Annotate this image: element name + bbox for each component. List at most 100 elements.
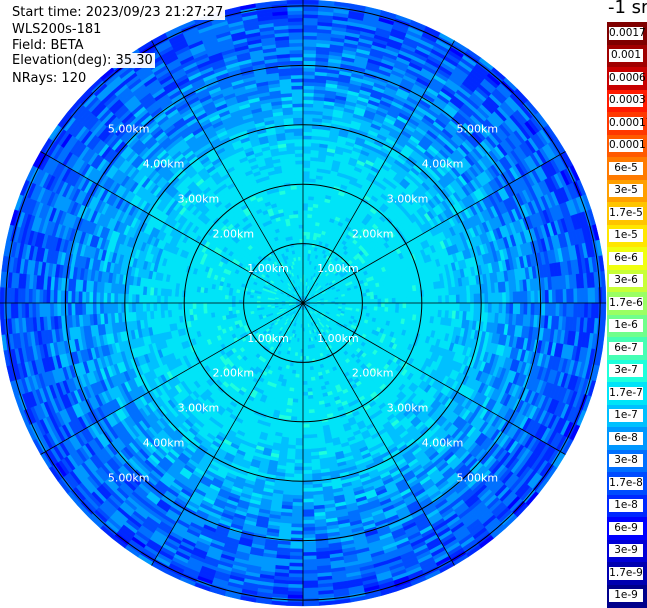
range-bin [377, 306, 382, 312]
range-bin [302, 580, 318, 585]
range-bin [473, 293, 478, 304]
range-bin [302, 38, 318, 44]
range-bin [516, 302, 521, 315]
range-bin [302, 245, 307, 250]
range-bin [302, 174, 310, 179]
range-bin [307, 398, 314, 403]
range-bin [487, 292, 493, 304]
range-bin [306, 380, 312, 386]
range-bin [302, 470, 313, 475]
range-bin [302, 71, 316, 76]
range-bin [380, 294, 386, 300]
range-bin [405, 302, 411, 309]
range-bin [302, 238, 307, 243]
range-bin [299, 359, 304, 364]
range-bin [381, 302, 386, 308]
range-bin [302, 530, 316, 535]
range-bin [306, 231, 311, 236]
range-bin [302, 494, 314, 500]
range-bin [302, 430, 311, 436]
range-bin [302, 149, 312, 154]
range-bin [302, 487, 314, 493]
range-bin [302, 587, 319, 592]
range-bin [307, 387, 313, 393]
range-bin [302, 110, 314, 115]
range-bin [307, 402, 315, 407]
range-bin [356, 302, 361, 307]
range-bin [302, 423, 310, 429]
range-bin [583, 302, 589, 319]
range-bin [455, 302, 461, 312]
range-bin [363, 299, 368, 304]
range-bin [534, 290, 539, 304]
range-bin [434, 302, 439, 311]
range-bin [523, 302, 528, 316]
range-bin [363, 296, 368, 301]
range-bin [352, 297, 357, 301]
range-bin [420, 302, 425, 310]
range-bin [530, 302, 535, 316]
range-bin [302, 99, 314, 104]
range-bin [302, 381, 308, 386]
range-bin [527, 302, 532, 316]
range-bin [427, 296, 432, 304]
range-bin [537, 290, 543, 304]
range-bin [519, 302, 525, 315]
range-bin [562, 302, 568, 318]
range-bin [302, 473, 313, 478]
range-bin [302, 370, 307, 375]
range-bin [299, 352, 304, 357]
range-bin [302, 167, 311, 172]
range-bin [302, 67, 316, 72]
range-bin [541, 290, 546, 304]
range-bin [559, 302, 564, 317]
range-bin [302, 142, 312, 147]
range-bin [398, 292, 403, 299]
range-bin [366, 302, 371, 307]
range-bin [302, 441, 311, 446]
range-bin [306, 224, 312, 229]
range-bin [307, 394, 314, 400]
range-bin [302, 373, 308, 379]
range-bin [413, 296, 418, 304]
range-bin [391, 307, 396, 313]
range-bin [306, 235, 311, 240]
range-bin [362, 292, 368, 297]
range-bin [302, 573, 318, 578]
range-bin [302, 185, 310, 190]
range-bin [302, 537, 316, 543]
range-bin [544, 289, 550, 304]
range-bin [459, 294, 464, 304]
range-bin [345, 297, 350, 302]
range-bin [302, 591, 319, 596]
range-bin [302, 78, 316, 83]
range-bin [302, 445, 311, 450]
range-bin [377, 302, 382, 308]
range-bin [302, 466, 313, 471]
range-bin [601, 302, 607, 320]
range-bin [391, 297, 396, 304]
range-bin [302, 217, 308, 222]
range-bin [359, 305, 364, 310]
range-bin [302, 74, 316, 79]
range-bin [487, 302, 493, 314]
range-bin [302, 138, 312, 144]
range-bin [302, 24, 318, 30]
range-bin [352, 299, 357, 304]
range-bin [302, 60, 316, 65]
range-bin [302, 135, 313, 140]
range-bin [402, 307, 407, 315]
range-bin [363, 302, 368, 307]
range-bin [505, 291, 511, 304]
range-bin [302, 195, 309, 201]
range-bin [302, 366, 307, 371]
range-bin [302, 92, 315, 97]
range-bin [459, 302, 464, 312]
range-bin [398, 307, 403, 314]
range-bin [302, 85, 315, 90]
range-bin [302, 117, 313, 122]
range-bin [302, 594, 319, 600]
range-bin [302, 402, 309, 407]
range-bin [302, 416, 310, 421]
